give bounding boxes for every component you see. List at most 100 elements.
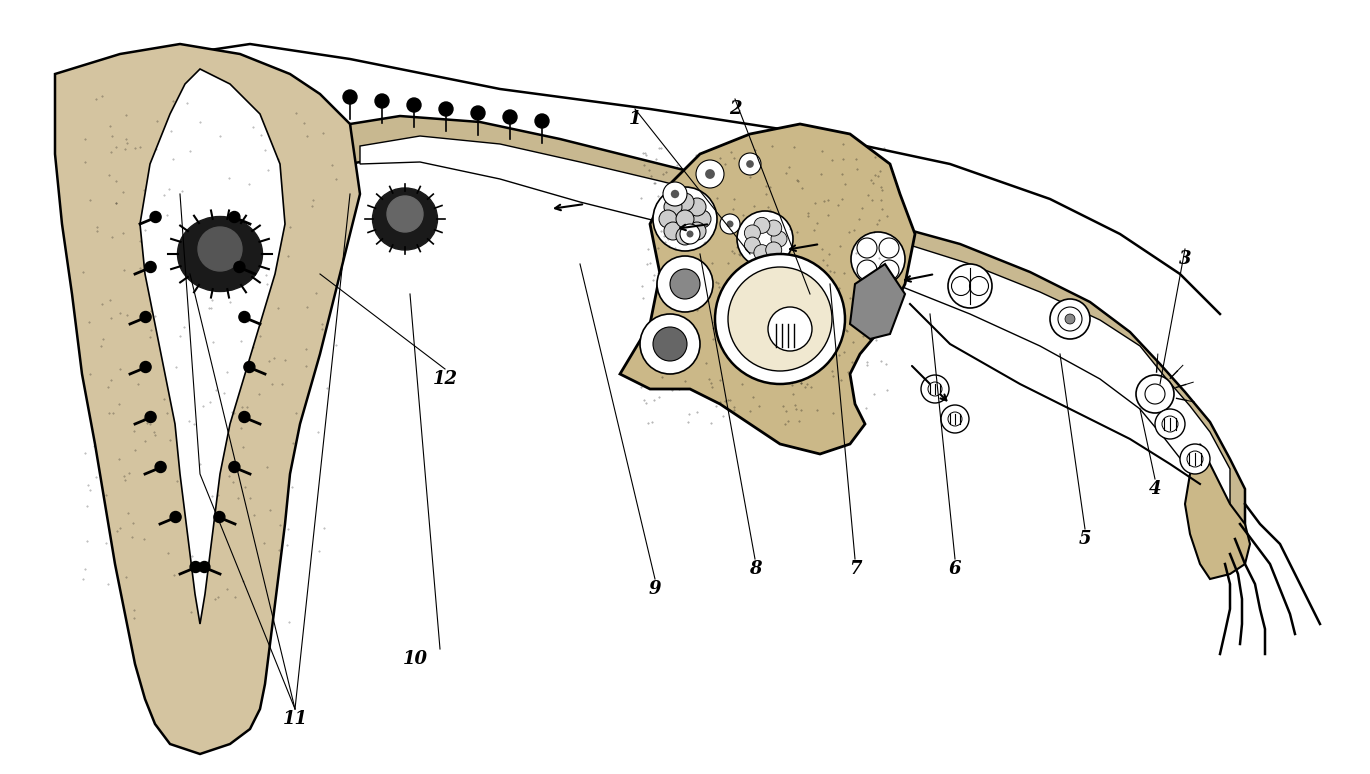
Circle shape [438, 102, 453, 116]
Circle shape [386, 196, 423, 232]
Circle shape [1058, 307, 1082, 331]
Circle shape [766, 242, 782, 258]
Text: 3: 3 [1178, 250, 1192, 268]
Circle shape [726, 221, 733, 228]
Circle shape [244, 361, 255, 372]
Circle shape [721, 214, 740, 234]
Circle shape [769, 307, 812, 351]
Circle shape [140, 311, 151, 323]
Circle shape [858, 238, 877, 258]
Circle shape [693, 210, 711, 228]
Circle shape [229, 461, 240, 472]
Circle shape [234, 262, 245, 272]
Circle shape [151, 211, 162, 222]
Circle shape [407, 98, 421, 112]
Circle shape [686, 231, 693, 238]
Polygon shape [360, 136, 1230, 526]
Circle shape [675, 210, 695, 228]
Polygon shape [1185, 444, 1249, 579]
Circle shape [653, 327, 686, 361]
Circle shape [675, 193, 695, 211]
Text: 11: 11 [282, 710, 307, 728]
Circle shape [229, 211, 240, 222]
Text: 1: 1 [629, 110, 641, 128]
Circle shape [664, 198, 682, 216]
Circle shape [190, 561, 201, 573]
Circle shape [744, 237, 760, 253]
Circle shape [880, 238, 899, 258]
Circle shape [658, 256, 712, 312]
Polygon shape [140, 69, 285, 624]
Circle shape [670, 269, 700, 299]
Circle shape [640, 314, 700, 374]
Circle shape [706, 169, 715, 179]
Circle shape [663, 182, 686, 206]
Circle shape [851, 232, 906, 286]
Circle shape [1155, 409, 1185, 439]
Circle shape [140, 361, 151, 372]
Circle shape [214, 512, 225, 522]
Ellipse shape [178, 217, 263, 292]
Circle shape [696, 160, 723, 188]
Circle shape [653, 187, 717, 251]
Circle shape [238, 311, 249, 323]
Circle shape [1180, 444, 1210, 474]
Circle shape [199, 561, 210, 573]
Circle shape [1145, 384, 1164, 404]
Circle shape [754, 245, 770, 261]
Circle shape [671, 190, 680, 198]
Circle shape [675, 227, 695, 245]
Circle shape [1049, 299, 1091, 339]
Polygon shape [55, 44, 360, 754]
Circle shape [238, 412, 249, 423]
Circle shape [375, 94, 389, 108]
Circle shape [738, 153, 760, 175]
Circle shape [199, 227, 242, 271]
Text: 10: 10 [403, 650, 427, 668]
Polygon shape [349, 116, 1245, 549]
Circle shape [754, 217, 770, 233]
Circle shape [747, 160, 754, 168]
Circle shape [471, 106, 485, 120]
Circle shape [727, 267, 832, 371]
Circle shape [170, 512, 181, 522]
Circle shape [1136, 375, 1174, 413]
Circle shape [737, 211, 793, 267]
Text: 6: 6 [949, 560, 962, 578]
Circle shape [680, 224, 700, 244]
Circle shape [921, 375, 949, 403]
Circle shape [688, 222, 706, 240]
Circle shape [145, 412, 156, 423]
Text: 4: 4 [1149, 480, 1162, 498]
Circle shape [744, 225, 760, 241]
Circle shape [664, 222, 682, 240]
Circle shape [880, 260, 899, 280]
Circle shape [1186, 451, 1203, 467]
Polygon shape [849, 264, 906, 339]
Text: 8: 8 [749, 560, 762, 578]
Circle shape [766, 220, 782, 236]
Text: 12: 12 [433, 370, 458, 388]
Circle shape [503, 110, 516, 124]
Circle shape [342, 90, 358, 104]
Circle shape [715, 254, 845, 384]
Circle shape [948, 264, 992, 308]
Circle shape [688, 198, 706, 216]
Circle shape [941, 405, 969, 433]
Text: 9: 9 [649, 580, 662, 598]
Circle shape [1162, 416, 1178, 432]
Circle shape [1064, 314, 1075, 324]
Circle shape [927, 382, 943, 396]
Circle shape [858, 260, 877, 280]
Polygon shape [621, 124, 915, 454]
Text: 2: 2 [729, 100, 741, 118]
Circle shape [948, 412, 962, 426]
Ellipse shape [373, 188, 437, 250]
Circle shape [970, 276, 989, 296]
Circle shape [952, 276, 970, 296]
Circle shape [771, 231, 786, 247]
Circle shape [659, 210, 677, 228]
Circle shape [145, 262, 156, 272]
Circle shape [536, 114, 549, 128]
Circle shape [155, 461, 166, 472]
